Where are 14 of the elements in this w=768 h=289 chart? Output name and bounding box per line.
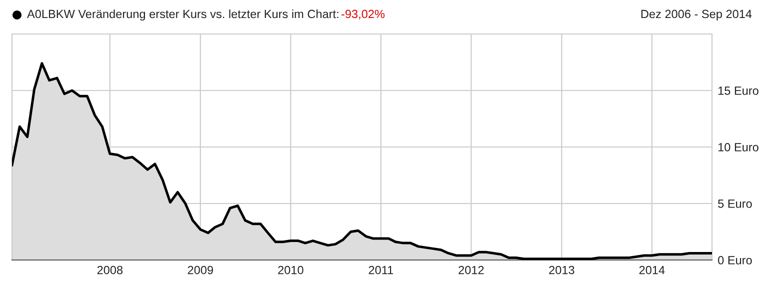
x-tick-label: 2011 [368, 266, 394, 274]
x-tick-label: 2009 [188, 266, 213, 274]
chart-subtitle: Dez 2006 - Sep 2014 [641, 10, 752, 20]
text: -93,02% [342, 10, 385, 20]
y-tick-label: 15 Euro [718, 86, 758, 95]
x-tick-label: 2012 [458, 266, 484, 274]
y-tick-label: 5 Euro [718, 200, 752, 208]
chart-title: A0LBKW Veränderung erster Kurs vs. letzter Kurs im Chart: [27, 10, 338, 20]
x-tick-label: 2010 [278, 266, 304, 274]
y-tick-label: 10 Euro [718, 143, 758, 152]
y-tick-label: 0 Euro [718, 256, 752, 264]
x-tick-label: 2014 [639, 266, 665, 274]
x-tick-label: 2008 [97, 266, 123, 274]
x-tick-label: 2013 [549, 266, 574, 274]
